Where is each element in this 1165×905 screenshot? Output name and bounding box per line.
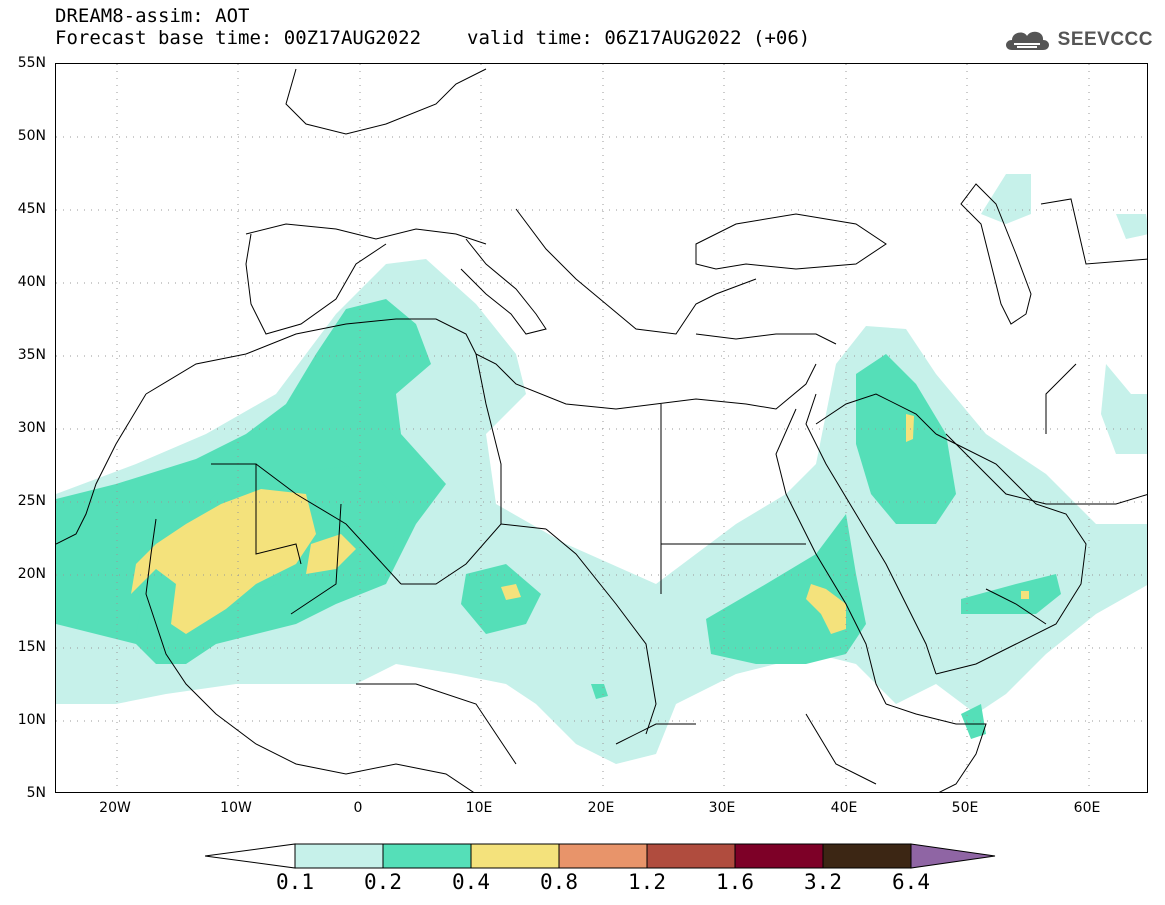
logo-text: SEEVCCC (1057, 29, 1153, 50)
lon-label-60e: 60E (1073, 800, 1101, 816)
colorbar-swatch-1 (294, 843, 384, 869)
chart-title: DREAM8-assim: AOT (55, 5, 250, 27)
lat-label-20n: 20N (17, 566, 46, 582)
lat-label-45n: 45N (17, 201, 46, 217)
colorbar-swatch-2 (382, 843, 472, 869)
colorbar-label-0-1: 0.1 (276, 870, 314, 894)
colorbar-max-arrow (910, 843, 996, 869)
aot-level-0-2 (56, 299, 1061, 739)
base-time: Forecast base time: 00Z17AUG2022 (55, 27, 422, 49)
colorbar-label-1-2: 1.2 (628, 870, 666, 894)
aot-level-0-4 (131, 414, 1029, 634)
seevccc-logo: SEEVCCC (1002, 26, 1153, 54)
lon-label-40e: 40E (830, 800, 858, 816)
lat-label-25n: 25N (17, 493, 46, 509)
lon-label-50e: 50E (951, 800, 979, 816)
colorbar-swatch-4 (558, 843, 648, 869)
colorbar-swatch-5 (646, 843, 736, 869)
lon-label-30e: 30E (708, 800, 736, 816)
lon-label-0: 0 (353, 800, 363, 816)
lat-label-30n: 30N (17, 420, 46, 436)
aot-map (55, 63, 1148, 793)
lat-label-5n: 5N (26, 785, 46, 801)
lon-label-20w: 20W (99, 800, 131, 816)
lat-label-15n: 15N (17, 639, 46, 655)
lat-label-10n: 10N (17, 712, 46, 728)
colorbar-label-0-8: 0.8 (540, 870, 578, 894)
lon-label-20e: 20E (587, 800, 615, 816)
colorbar-label-1-6: 1.6 (716, 870, 754, 894)
lat-label-35n: 35N (17, 347, 46, 363)
lon-label-10w: 10W (220, 800, 252, 816)
lat-label-50n: 50N (17, 128, 46, 144)
lat-label-55n: 55N (17, 55, 46, 71)
cloud-icon (1005, 31, 1049, 50)
colorbar-swatch-6 (734, 843, 824, 869)
map-canvas (56, 64, 1147, 792)
lat-label-40n: 40N (17, 274, 46, 290)
colorbar (205, 843, 996, 869)
colorbar-label-6-4: 6.4 (892, 870, 930, 894)
colorbar-label-0-4: 0.4 (452, 870, 490, 894)
colorbar-label-3-2: 3.2 (804, 870, 842, 894)
valid-time: valid time: 06Z17AUG2022 (+06) (467, 27, 811, 49)
lon-label-10e: 10E (465, 800, 493, 816)
colorbar-swatch-3 (470, 843, 560, 869)
time-info: Forecast base time: 00Z17AUG2022 valid ti… (55, 28, 810, 48)
colorbar-min-arrow (205, 843, 296, 869)
colorbar-swatch-7 (822, 843, 912, 869)
coastlines (56, 68, 1147, 792)
colorbar-label-0-2: 0.2 (364, 870, 402, 894)
